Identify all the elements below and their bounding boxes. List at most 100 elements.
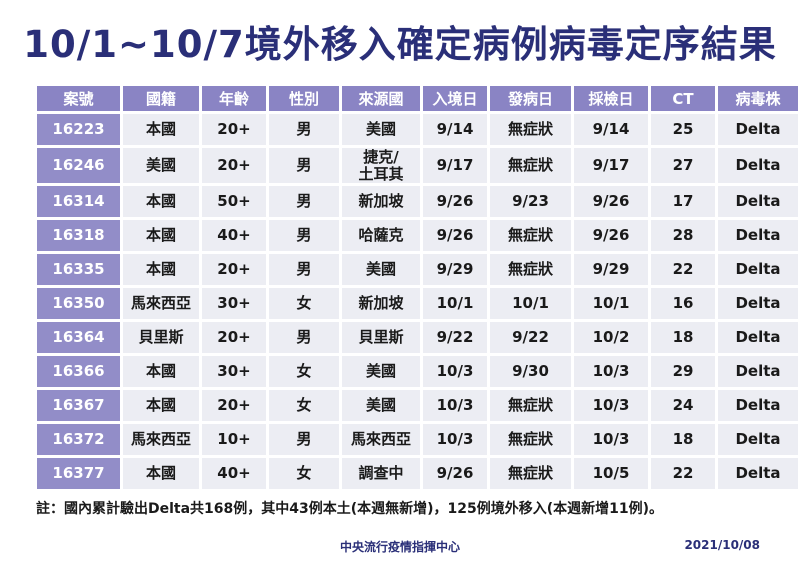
cell-case: 16366 bbox=[37, 356, 120, 387]
cell-ct: 16 bbox=[651, 288, 715, 319]
cell-test-date: 10/5 bbox=[574, 458, 648, 489]
cell-strain: Delta bbox=[718, 322, 798, 353]
table-row: 16367 本國 20+ 女美國 10/3 無症狀 10/3 24 Delta bbox=[37, 390, 798, 421]
cell-onset-date: 無症狀 bbox=[490, 424, 571, 455]
cell-case: 16364 bbox=[37, 322, 120, 353]
cell-sex: 女 bbox=[269, 390, 339, 421]
footer-date: 2021/10/08 bbox=[684, 538, 760, 552]
cell-onset-date: 無症狀 bbox=[490, 220, 571, 251]
cell-test-date: 10/2 bbox=[574, 322, 648, 353]
cell-source-country: 美國 bbox=[342, 356, 420, 387]
cell-entry-date: 9/26 bbox=[423, 186, 487, 217]
table-row: 16246 美國 20+ 男捷克/土耳其 9/17 無症狀 9/17 27 Delta bbox=[37, 148, 798, 183]
cell-case: 16372 bbox=[37, 424, 120, 455]
cell-strain: Delta bbox=[718, 356, 798, 387]
cell-sex: 男 bbox=[269, 148, 339, 183]
cell-case: 16246 bbox=[37, 148, 120, 183]
cell-sex: 男 bbox=[269, 254, 339, 285]
table-row: 16223 本國 20+ 男美國 9/14 無症狀 9/14 25 Delta bbox=[37, 114, 798, 145]
cell-entry-date: 9/17 bbox=[423, 148, 487, 183]
cell-entry-date: 10/3 bbox=[423, 390, 487, 421]
cell-test-date: 9/17 bbox=[574, 148, 648, 183]
col-header-ct: CT bbox=[651, 86, 715, 111]
cell-case: 16318 bbox=[37, 220, 120, 251]
col-header-source-country: 來源國 bbox=[342, 86, 420, 111]
cell-ct: 17 bbox=[651, 186, 715, 217]
cell-strain: Delta bbox=[718, 458, 798, 489]
cell-test-date: 9/14 bbox=[574, 114, 648, 145]
cell-source-country: 調查中 bbox=[342, 458, 420, 489]
cell-sex: 女 bbox=[269, 288, 339, 319]
cell-onset-date: 無症狀 bbox=[490, 390, 571, 421]
cell-onset-date: 無症狀 bbox=[490, 254, 571, 285]
col-header-case: 案號 bbox=[37, 86, 120, 111]
col-header-sex: 性別 bbox=[269, 86, 339, 111]
cell-strain: Delta bbox=[718, 424, 798, 455]
cell-case: 16350 bbox=[37, 288, 120, 319]
cell-test-date: 10/3 bbox=[574, 424, 648, 455]
table-row: 16366 本國 30+ 女美國 10/3 9/30 10/3 29 Delta bbox=[37, 356, 798, 387]
cell-case: 16223 bbox=[37, 114, 120, 145]
cell-entry-date: 9/26 bbox=[423, 220, 487, 251]
cell-age: 10+ bbox=[202, 424, 266, 455]
cell-entry-date: 9/29 bbox=[423, 254, 487, 285]
page-title: 10/1~10/7境外移入確定病例病毒定序結果 bbox=[23, 23, 777, 66]
cell-sex: 男 bbox=[269, 424, 339, 455]
cell-sex: 男 bbox=[269, 220, 339, 251]
cell-onset-date: 10/1 bbox=[490, 288, 571, 319]
cell-age: 50+ bbox=[202, 186, 266, 217]
table-row: 16318 本國 40+ 男哈薩克 9/26 無症狀 9/26 28 Delta bbox=[37, 220, 798, 251]
cell-strain: Delta bbox=[718, 220, 798, 251]
table-row: 16372 馬來西亞 10+ 男馬來西亞 10/3 無症狀 10/3 18 Delta bbox=[37, 424, 798, 455]
cell-entry-date: 9/22 bbox=[423, 322, 487, 353]
cell-sex: 男 bbox=[269, 322, 339, 353]
cell-ct: 18 bbox=[651, 424, 715, 455]
cell-nationality: 本國 bbox=[123, 356, 199, 387]
cell-source-country: 新加坡 bbox=[342, 288, 420, 319]
col-header-age: 年齡 bbox=[202, 86, 266, 111]
cell-age: 20+ bbox=[202, 254, 266, 285]
cell-entry-date: 9/26 bbox=[423, 458, 487, 489]
cell-source-country: 美國 bbox=[342, 114, 420, 145]
cell-source-country: 貝里斯 bbox=[342, 322, 420, 353]
cell-ct: 28 bbox=[651, 220, 715, 251]
cell-age: 20+ bbox=[202, 114, 266, 145]
cell-ct: 22 bbox=[651, 254, 715, 285]
cell-ct: 24 bbox=[651, 390, 715, 421]
cell-onset-date: 無症狀 bbox=[490, 148, 571, 183]
cell-case: 16335 bbox=[37, 254, 120, 285]
cell-onset-date: 9/30 bbox=[490, 356, 571, 387]
cell-sex: 男 bbox=[269, 114, 339, 145]
cell-test-date: 10/3 bbox=[574, 356, 648, 387]
cell-nationality: 本國 bbox=[123, 458, 199, 489]
cell-test-date: 10/1 bbox=[574, 288, 648, 319]
cell-strain: Delta bbox=[718, 148, 798, 183]
cell-nationality: 美國 bbox=[123, 148, 199, 183]
table-row: 16350 馬來西亞 30+ 女新加坡 10/1 10/1 10/1 16 Delta bbox=[37, 288, 798, 319]
table-row: 16335 本國 20+ 男美國 9/29 無症狀 9/29 22 Delta bbox=[37, 254, 798, 285]
cell-case: 16367 bbox=[37, 390, 120, 421]
col-header-test-date: 採檢日 bbox=[574, 86, 648, 111]
sequencing-table: 案號 國籍 年齡 性別 來源國 入境日 發病日 採檢日 CT 病毒株 16223… bbox=[34, 83, 800, 492]
cell-source-country: 美國 bbox=[342, 254, 420, 285]
table-row: 16364 貝里斯 20+ 男貝里斯 9/22 9/22 10/2 18 Delta bbox=[37, 322, 798, 353]
cell-strain: Delta bbox=[718, 186, 798, 217]
table-body: 16223 本國 20+ 男美國 9/14 無症狀 9/14 25 Delta 16246 美國 20… bbox=[37, 114, 798, 489]
cell-onset-date: 無症狀 bbox=[490, 458, 571, 489]
col-header-onset-date: 發病日 bbox=[490, 86, 571, 111]
cell-age: 30+ bbox=[202, 356, 266, 387]
cell-strain: Delta bbox=[718, 114, 798, 145]
cell-strain: Delta bbox=[718, 254, 798, 285]
cell-nationality: 本國 bbox=[123, 390, 199, 421]
cell-ct: 25 bbox=[651, 114, 715, 145]
cell-age: 40+ bbox=[202, 458, 266, 489]
col-header-nationality: 國籍 bbox=[123, 86, 199, 111]
cell-entry-date: 10/1 bbox=[423, 288, 487, 319]
cell-age: 30+ bbox=[202, 288, 266, 319]
cell-ct: 18 bbox=[651, 322, 715, 353]
cell-sex: 男 bbox=[269, 186, 339, 217]
cell-test-date: 10/3 bbox=[574, 390, 648, 421]
cell-age: 40+ bbox=[202, 220, 266, 251]
cell-nationality: 本國 bbox=[123, 254, 199, 285]
cell-sex: 女 bbox=[269, 356, 339, 387]
